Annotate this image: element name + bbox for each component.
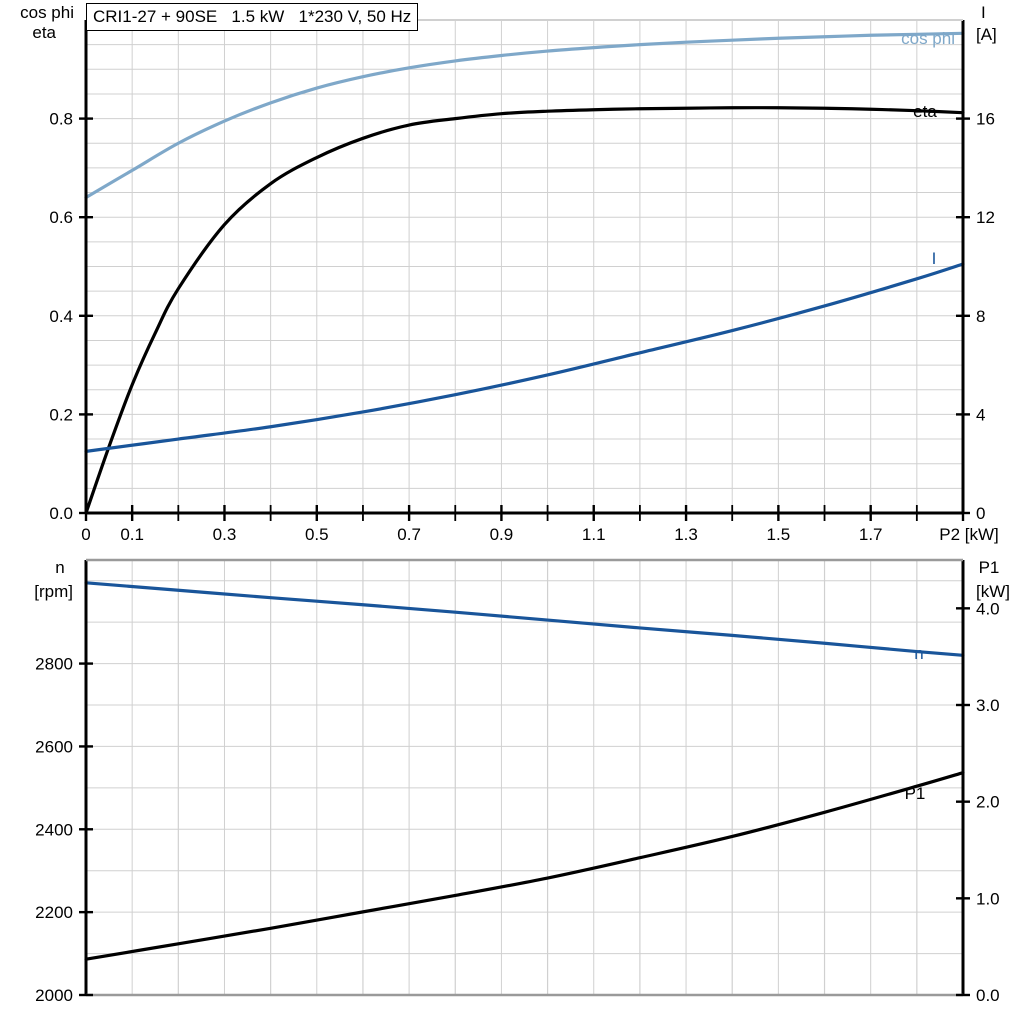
tick-label-x: 1.3 [674, 525, 698, 544]
top-chart-panel: 0.0 0.2 0.4 0.6 0.8 0 4 8 12 16 0 0.1 0.3 0.5 0.7 0.9 1.… [20, 3, 999, 544]
left-axis-title-line1: n [55, 558, 64, 577]
tick-label-x: 0 [81, 525, 90, 544]
tick-label-right: 0 [976, 504, 985, 523]
x-axis-title: P2 [kW] [939, 525, 999, 544]
curve-P1 [84, 771, 965, 961]
right-axis-title-line1: P1 [979, 558, 1000, 577]
tick-label-right: 8 [976, 307, 985, 326]
tick-label-left: 2200 [35, 903, 73, 922]
tick-label-right: 1.0 [976, 889, 1000, 908]
tick-label-x: 0.3 [213, 525, 237, 544]
tick-label-left: 2400 [35, 820, 73, 839]
tick-label-x: 0.1 [120, 525, 144, 544]
tick-label-left: 2000 [35, 986, 73, 1005]
left-axis-title-line2: eta [32, 23, 56, 42]
tick-label-x: 1.1 [582, 525, 606, 544]
tick-label-left: 0.8 [49, 110, 73, 129]
tick-label-right: 3.0 [976, 696, 1000, 715]
tick-label-right: 2.0 [976, 793, 1000, 812]
tick-label-right: 0.0 [976, 986, 1000, 1005]
right-axis-title-line1: I [981, 3, 986, 22]
curve-I [84, 262, 965, 453]
tick-label-x: 0.7 [397, 525, 421, 544]
tick-label-right: 4.0 [976, 599, 1000, 618]
tick-label-x: 1.5 [767, 525, 791, 544]
tick-label-left: 0.6 [49, 208, 73, 227]
tick-label-left: 0.4 [49, 307, 73, 326]
tick-label-left: 2600 [35, 737, 73, 756]
tick-label-left: 0.2 [49, 405, 73, 424]
curve-label-current: I [932, 249, 937, 268]
tick-label-left: 0.0 [49, 504, 73, 523]
curve-label-eta: eta [913, 102, 937, 121]
curve-cos-phi [84, 31, 965, 200]
tick-label-left: 2800 [35, 655, 73, 674]
curve-eta [84, 106, 965, 515]
tick-label-right: 12 [976, 208, 995, 227]
page-title: CRI1-27 + 90SE 1.5 kW 1*230 V, 50 Hz [93, 7, 412, 26]
tick-label-x: 0.5 [305, 525, 329, 544]
right-axis-title-line2: [kW] [976, 582, 1010, 601]
curve-n [84, 581, 965, 657]
curve-label-cos-phi: cos phi [901, 29, 955, 48]
tick-label-right: 4 [976, 405, 985, 424]
curve-label-speed: n [914, 644, 923, 663]
bottom-chart-panel: 2000 2200 2400 2600 2800 0.0 1.0 2.0 3.0 4.0 n [rpm… [34, 558, 1010, 1005]
chart-title-box: CRI1-27 + 90SE 1.5 kW 1*230 V, 50 Hz [86, 3, 419, 31]
left-axis-title-line2: [rpm] [34, 582, 73, 601]
curve-label-power: P1 [905, 784, 926, 803]
tick-label-x: 0.9 [490, 525, 514, 544]
tick-label-x: 1.7 [859, 525, 883, 544]
tick-label-right: 16 [976, 110, 995, 129]
left-axis-title-line1: cos phi [20, 3, 74, 22]
right-axis-title-line2: [A] [976, 25, 997, 44]
